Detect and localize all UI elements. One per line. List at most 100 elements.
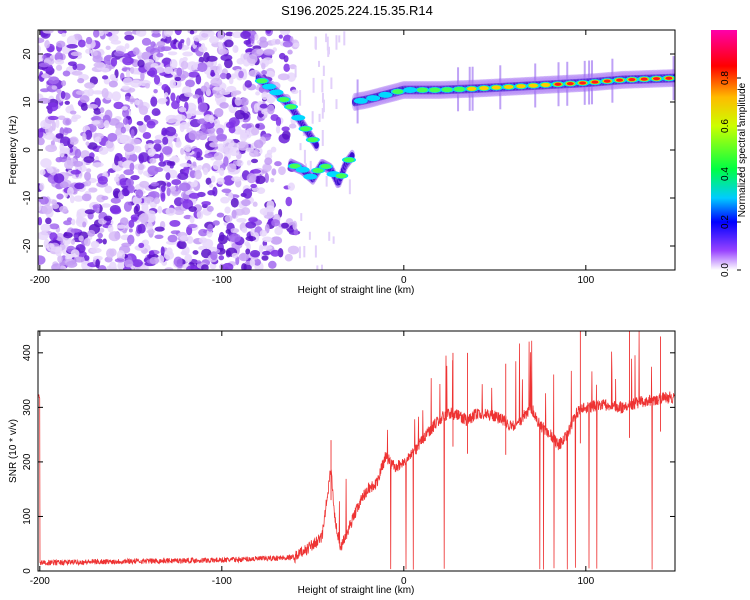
heatmap-noise-blob — [148, 67, 158, 78]
heatmap-noise-blob — [84, 129, 93, 140]
heatmap-noise-blob — [149, 157, 157, 164]
heatmap-noise-blob — [93, 108, 102, 115]
heatmap-noise-blob — [200, 124, 206, 132]
heatmap-noise-blob — [292, 220, 298, 231]
heatmap-noise-streak — [312, 77, 315, 93]
heatmap-noise-blob — [123, 143, 135, 153]
heatmap-noise-blob — [192, 94, 200, 99]
heatmap-y-tick-label: 10 — [22, 96, 33, 108]
heatmap-noise-streak — [303, 245, 306, 258]
colorbar: 0.0 0.2 0.4 0.6 0.8 Normalized spectral ampl… — [711, 30, 748, 277]
heatmap-noise-blob — [231, 209, 237, 219]
heatmap-noise-blob — [92, 55, 103, 63]
heatmap-noise-streak — [314, 245, 317, 258]
heatmap-noise-blob — [219, 102, 229, 109]
heatmap-noise-blob — [64, 100, 70, 105]
heatmap-noise-blob — [184, 254, 193, 263]
heatmap-noise-blob — [55, 233, 65, 241]
heatmap-noise-blob — [275, 116, 282, 127]
heatmap-noise-blob — [131, 259, 143, 268]
heatmap-noise-blob — [167, 234, 178, 243]
heatmap-noise-blob — [161, 127, 168, 137]
heatmap-noise-blob — [163, 73, 173, 78]
heatmap-noise-streak — [321, 130, 324, 146]
heatmap-noise-blob — [132, 47, 140, 56]
heatmap-hot-patch — [491, 85, 501, 90]
heatmap-hot-patch — [603, 79, 611, 83]
heatmap-noise-streak — [314, 36, 317, 49]
heatmap-noise-blob — [249, 249, 261, 258]
heatmap-noise-blob — [210, 251, 218, 260]
heatmap-noise-blob — [114, 176, 119, 183]
heatmap-noise-blob — [259, 229, 268, 237]
heatmap-noise-blob — [210, 65, 219, 71]
heatmap-noise-blob — [235, 125, 242, 132]
snr-x-tick-label: 100 — [577, 576, 594, 587]
heatmap-noise-blob — [130, 66, 135, 74]
heatmap-noise-blob — [179, 122, 190, 130]
heatmap-noise-blob — [261, 255, 269, 261]
heatmap-noise-blob — [275, 125, 281, 134]
heatmap-noise-blob — [158, 97, 168, 103]
heatmap-noise-blob — [288, 123, 297, 129]
heatmap-noise-blob — [201, 264, 209, 270]
heatmap-noise-blob — [171, 179, 182, 186]
heatmap-noise-blob — [241, 199, 251, 207]
heatmap-noise-blob — [271, 219, 281, 227]
heatmap-noise-blob — [225, 31, 234, 37]
heatmap-noise-blob — [125, 95, 130, 102]
heatmap-noise-blob — [163, 30, 173, 38]
heatmap-noise-blob — [259, 124, 266, 130]
heatmap-noise-blob — [213, 159, 224, 166]
heatmap-noise-blob — [125, 69, 131, 79]
heatmap-noise-blob — [198, 228, 208, 237]
heatmap-noise-blob — [110, 197, 121, 204]
heatmap-noise-blob — [105, 140, 114, 149]
heatmap-noise-blob — [111, 91, 121, 102]
heatmap-noise-blob — [70, 249, 80, 258]
heatmap-noise-blob — [106, 248, 115, 259]
heatmap-noise-blob — [188, 192, 201, 199]
heatmap-noise-blob — [204, 153, 213, 159]
heatmap-noise-blob — [146, 221, 153, 231]
heatmap-noise-blob — [79, 95, 90, 104]
heatmap-noise-blob — [264, 172, 269, 183]
heatmap-noise-blob — [259, 103, 268, 109]
heatmap-hot-patch — [285, 104, 297, 110]
heatmap-noise-blob — [151, 32, 161, 38]
heatmap-noise-blob — [261, 70, 267, 75]
heatmap-noise-blob — [70, 239, 76, 245]
heatmap-noise-blob — [110, 57, 118, 67]
heatmap-hot-patch — [295, 166, 310, 173]
heatmap-noise-blob — [153, 143, 162, 152]
heatmap-hot-patch — [307, 137, 319, 143]
heatmap-noise-blob — [178, 182, 191, 192]
heatmap-noise-blob — [285, 196, 293, 207]
heatmap-noise-blob — [176, 136, 181, 147]
heatmap-noise-blob — [142, 132, 152, 140]
heatmap-noise-blob — [157, 45, 166, 53]
colorbar-tick-label: 0.0 — [720, 263, 731, 277]
heatmap-noise-blob — [107, 224, 114, 233]
heatmap-noise-blob — [85, 36, 93, 45]
heatmap-noise-blob — [178, 106, 187, 113]
heatmap-noise-blob — [51, 199, 58, 205]
heatmap-noise-blob — [169, 58, 178, 70]
heatmap-noise-blob — [180, 60, 189, 70]
heatmap-noise-blob — [63, 232, 73, 239]
heatmap-hot-patch — [665, 76, 673, 80]
heatmap-noise-blob — [246, 173, 257, 184]
heatmap-noise-blob — [66, 44, 78, 49]
heatmap-noise-blob — [51, 120, 56, 132]
heatmap-noise-blob — [270, 146, 277, 153]
heatmap-noise-blob — [97, 264, 107, 270]
heatmap-noise-blob — [154, 167, 164, 173]
heatmap-hot-patch — [278, 97, 290, 102]
heatmap-noise-blob — [214, 107, 224, 118]
heatmap-noise-blob — [281, 222, 289, 229]
heatmap-noise-blob — [88, 187, 98, 193]
snr-y-tick-label: 200 — [22, 453, 33, 470]
heatmap-noise-blob — [196, 62, 208, 73]
heatmap-noise-blob — [102, 238, 107, 245]
heatmap-noise-blob — [41, 73, 49, 79]
